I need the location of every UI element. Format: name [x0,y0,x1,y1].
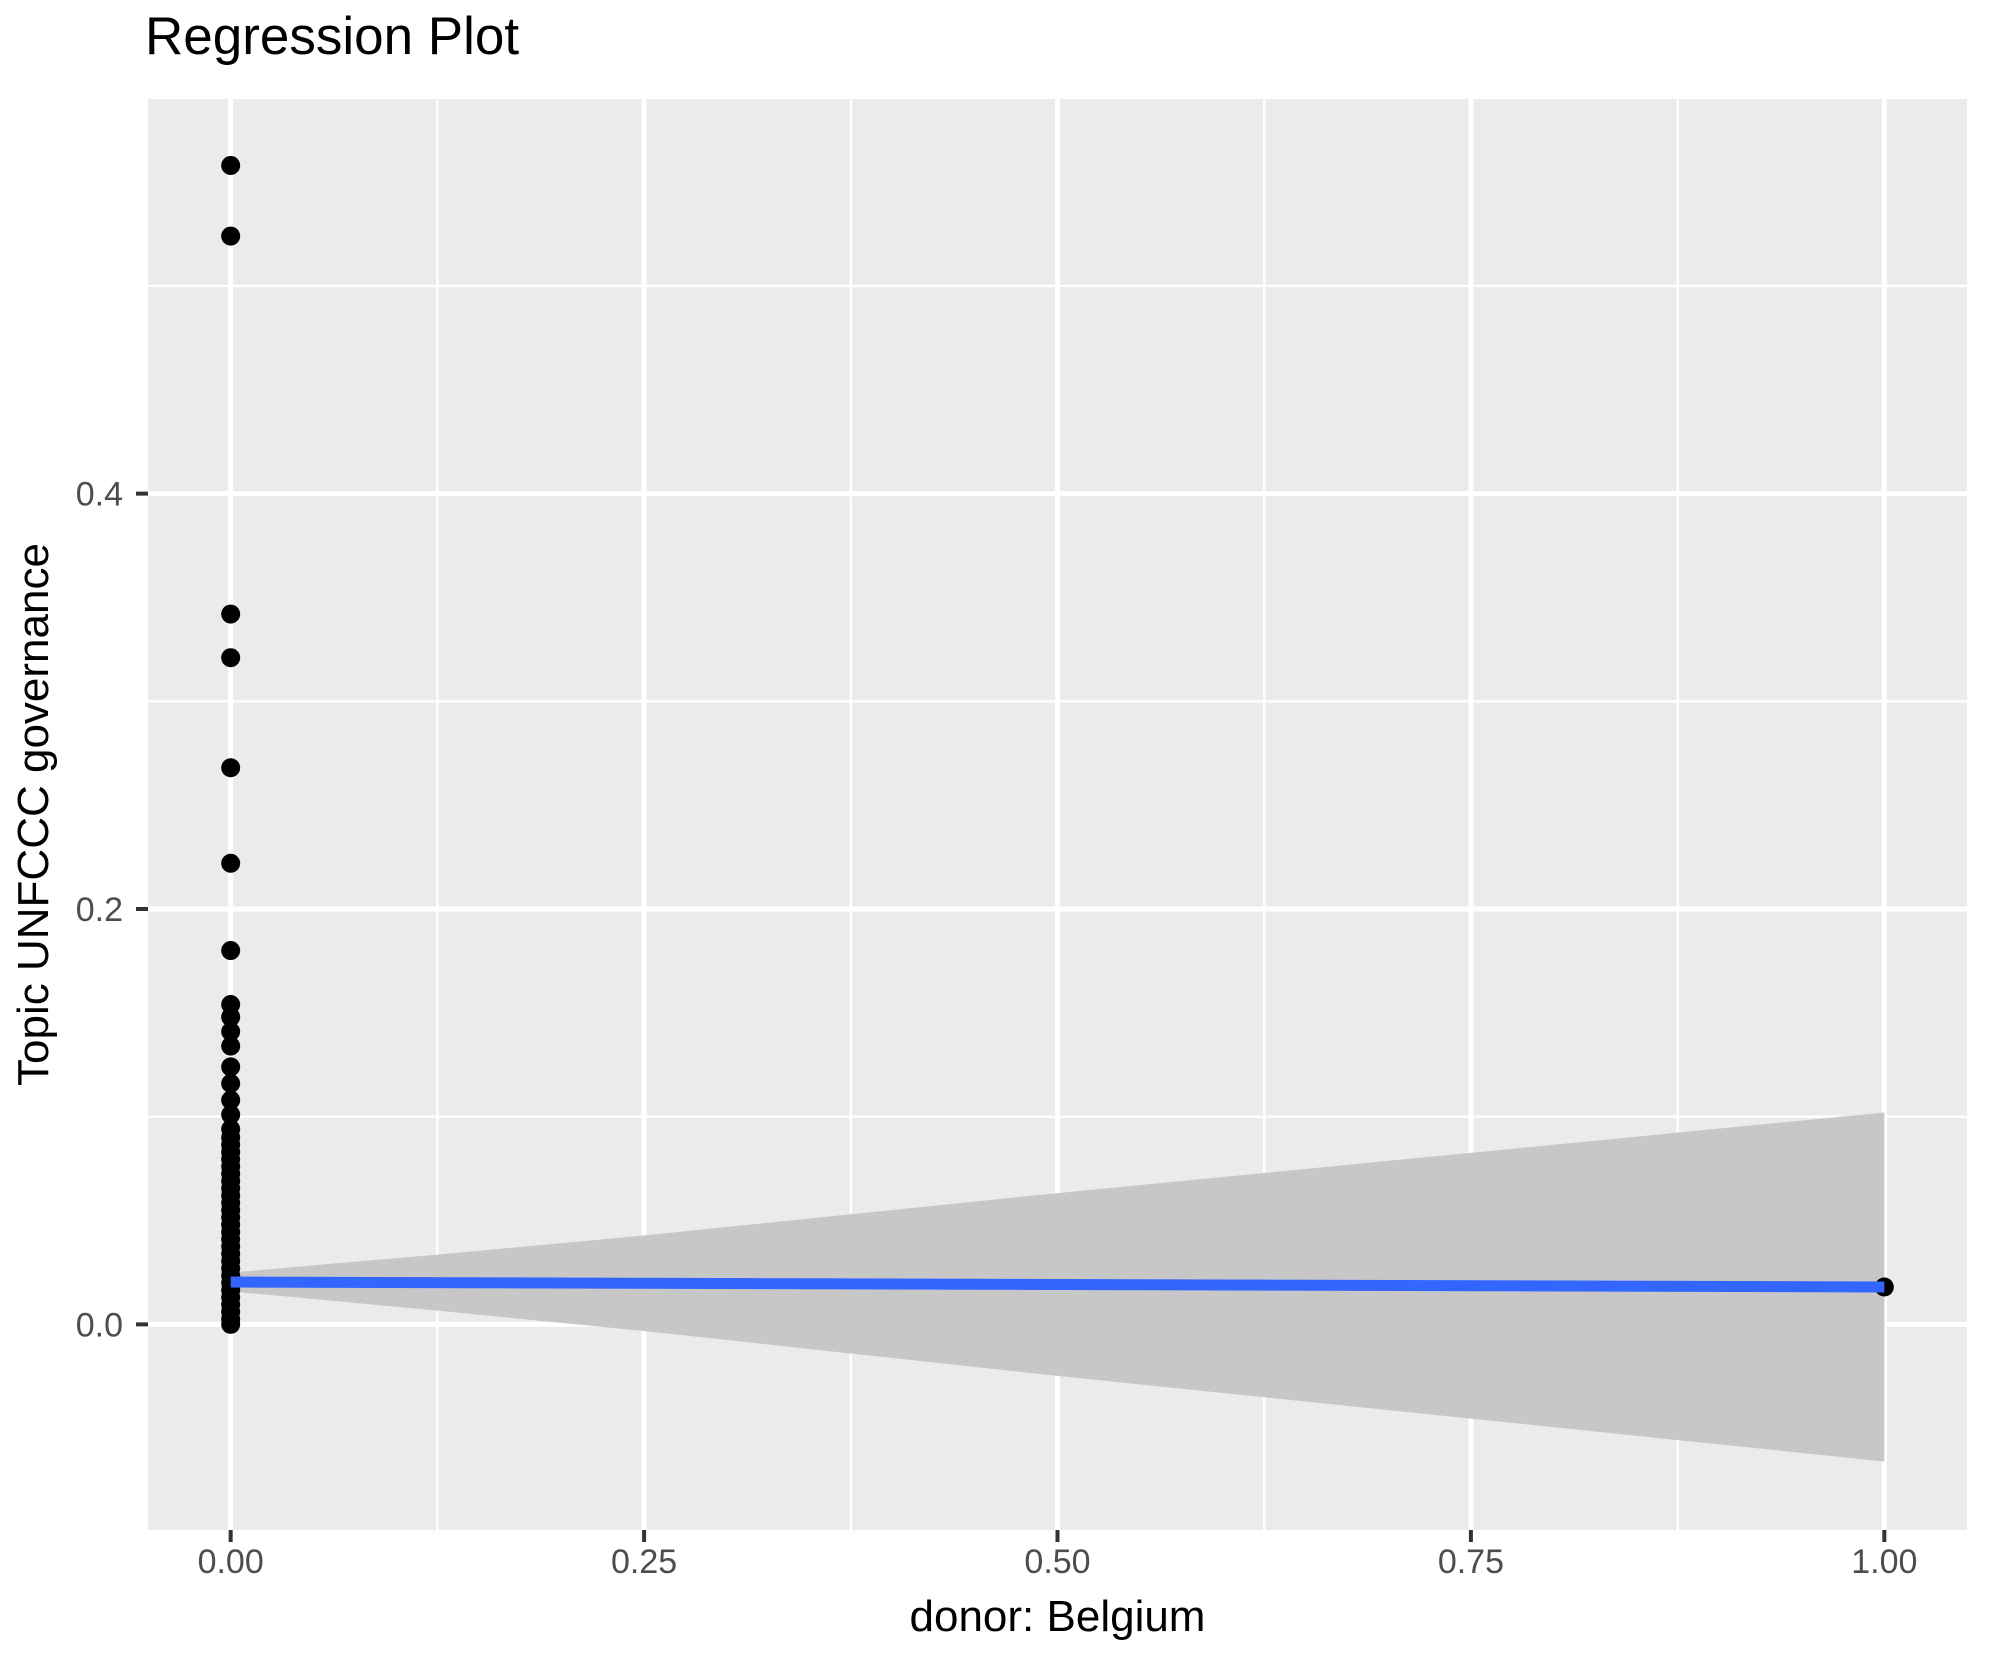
y-tick-label: 0.0 [76,1306,123,1344]
x-tick-label: 0.00 [198,1543,264,1581]
data-point [221,1036,241,1056]
data-point [221,853,241,873]
data-point [221,1314,241,1334]
regression-line [230,1276,1885,1293]
chart-title: Regression Plot [145,7,520,66]
data-point [221,648,241,668]
data-point [221,604,241,624]
data-point [221,1007,241,1027]
x-tick-label: 0.50 [1024,1543,1090,1581]
data-point [221,1090,241,1110]
x-tick-label: 0.25 [611,1543,677,1581]
data-point [221,1022,241,1042]
data-point [221,758,241,778]
y-axis-title: Topic UNFCCC governance [9,543,58,1086]
y-tick-label: 0.4 [76,476,123,514]
x-tick-label: 0.75 [1438,1543,1504,1581]
x-axis-title: donor: Belgium [910,1592,1206,1641]
data-point [221,941,241,961]
data-point [221,155,241,175]
data-point [221,1057,241,1077]
data-point [221,1105,241,1125]
x-tick-label: 1.00 [1851,1543,1917,1581]
data-point [221,1073,241,1093]
y-tick-label: 0.2 [76,891,123,929]
data-point [221,226,241,246]
